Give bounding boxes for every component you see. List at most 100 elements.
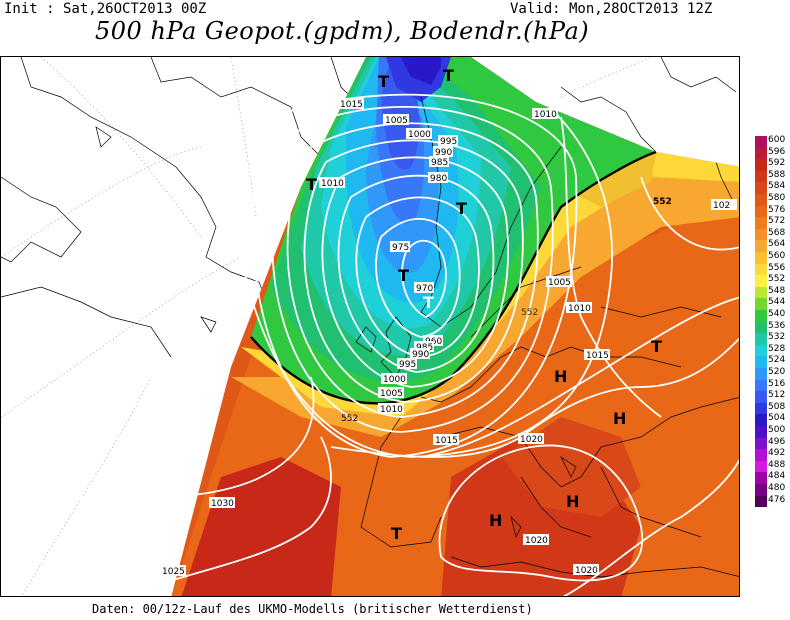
isobar-label: 102 bbox=[711, 199, 737, 211]
legend-level: 544 bbox=[752, 297, 790, 310]
legend-swatch bbox=[755, 286, 767, 299]
legend-swatch bbox=[755, 495, 767, 508]
isobar-label: 1005 bbox=[378, 387, 404, 399]
legend-level: 512 bbox=[752, 390, 790, 403]
legend-level: 576 bbox=[752, 204, 790, 218]
legend-level: 524 bbox=[752, 355, 790, 368]
isobars bbox=[1, 86, 739, 596]
svg-text:1015: 1015 bbox=[586, 351, 609, 361]
low-marker: T bbox=[443, 66, 454, 85]
svg-text:995: 995 bbox=[440, 137, 457, 147]
legend-label: 492 bbox=[768, 448, 786, 459]
legend-swatch bbox=[755, 356, 767, 368]
field-labels: 552 552 552 bbox=[341, 197, 672, 424]
field-label: 552 bbox=[653, 197, 672, 207]
legend-swatch bbox=[755, 426, 767, 438]
legend-swatch bbox=[755, 460, 767, 473]
low-marker: T bbox=[306, 175, 317, 194]
svg-text:990: 990 bbox=[435, 148, 452, 158]
svg-text:1015: 1015 bbox=[340, 100, 363, 110]
legend-label: 484 bbox=[768, 471, 786, 482]
isobar-label: 1030 bbox=[209, 497, 235, 509]
legend-swatch bbox=[755, 344, 767, 357]
legend-level: 484 bbox=[752, 471, 790, 484]
svg-text:1015: 1015 bbox=[435, 436, 458, 446]
isobar-label: 1010 bbox=[532, 108, 558, 120]
legend-level: 476 bbox=[752, 494, 790, 508]
legend-level: 536 bbox=[752, 320, 790, 334]
legend-level: 516 bbox=[752, 378, 790, 392]
legend-level: 540 bbox=[752, 309, 790, 322]
legend-swatch bbox=[755, 182, 767, 194]
legend-swatch bbox=[755, 368, 767, 380]
isobar-labels: 1015 1005 1000 995 990 985 980 1010 975 … bbox=[160, 98, 737, 577]
legend-label: 572 bbox=[768, 216, 786, 227]
legend-level: 584 bbox=[752, 181, 790, 194]
svg-text:1005: 1005 bbox=[385, 116, 408, 126]
legend-swatch bbox=[755, 472, 767, 484]
svg-text:985: 985 bbox=[431, 158, 448, 168]
legend-label: 596 bbox=[768, 146, 786, 157]
legend-label: 476 bbox=[768, 494, 786, 505]
legend-label: 500 bbox=[768, 425, 786, 435]
isobar-label: 985 bbox=[429, 156, 449, 168]
legend-label: 568 bbox=[768, 227, 786, 238]
legend-label: 508 bbox=[768, 401, 786, 412]
svg-text:980: 980 bbox=[430, 174, 447, 184]
isobar-label: 1010 bbox=[378, 403, 404, 415]
legend-label: 520 bbox=[768, 367, 786, 377]
legend-swatch bbox=[755, 414, 767, 426]
legend-swatch bbox=[755, 310, 767, 322]
svg-text:1005: 1005 bbox=[380, 389, 403, 399]
pressure-systems: T T T T T T T T H H H H bbox=[306, 66, 662, 543]
legend-level: 572 bbox=[752, 216, 790, 229]
high-marker: H bbox=[566, 492, 579, 511]
coastline-europe bbox=[355, 96, 739, 578]
isobar-label: 1015 bbox=[338, 98, 364, 110]
low-marker: T bbox=[456, 199, 467, 218]
isobar-label: 1000 bbox=[406, 128, 432, 140]
legend-label: 504 bbox=[768, 413, 786, 424]
isobar-label: 970 bbox=[414, 282, 434, 294]
svg-text:1010: 1010 bbox=[568, 304, 591, 314]
legend-label: 548 bbox=[768, 285, 786, 296]
legend-level: 520 bbox=[752, 367, 790, 380]
legend-label: 516 bbox=[768, 378, 786, 389]
legend-label: 560 bbox=[768, 251, 786, 261]
legend-label: 588 bbox=[768, 169, 786, 180]
isobar-label: 980 bbox=[428, 172, 448, 184]
high-marker: H bbox=[489, 511, 502, 530]
isobar-label: 995 bbox=[438, 135, 458, 147]
legend-swatch bbox=[755, 194, 767, 206]
svg-text:1030: 1030 bbox=[211, 499, 234, 509]
legend-level: 588 bbox=[752, 169, 790, 183]
legend-swatch bbox=[755, 333, 767, 345]
legend-swatch bbox=[755, 449, 767, 461]
legend-swatch bbox=[755, 484, 767, 496]
isobar-label: 1015 bbox=[584, 349, 610, 361]
legend-label: 488 bbox=[768, 459, 786, 470]
legend-label: 512 bbox=[768, 390, 786, 401]
legend-label: 480 bbox=[768, 483, 786, 493]
high-marker: H bbox=[613, 409, 626, 428]
legend-swatch bbox=[755, 159, 767, 171]
legend-swatch bbox=[755, 321, 767, 334]
coastline-outside bbox=[1, 57, 737, 358]
isobar-label: 1010 bbox=[566, 302, 592, 314]
legend-label: 584 bbox=[768, 181, 786, 192]
svg-text:1010: 1010 bbox=[534, 110, 557, 120]
legend-swatch bbox=[755, 275, 767, 287]
isobar-label: 990 bbox=[433, 146, 453, 158]
legend-level: 508 bbox=[752, 401, 790, 415]
contour-552 bbox=[250, 150, 657, 405]
low-marker: T bbox=[398, 266, 409, 285]
isobar-label: 1020 bbox=[518, 433, 544, 445]
legend-label: 524 bbox=[768, 355, 786, 366]
legend-level: 600 bbox=[752, 135, 790, 148]
legend-label: 536 bbox=[768, 320, 786, 331]
legend-label: 528 bbox=[768, 343, 786, 354]
svg-text:1020: 1020 bbox=[575, 566, 598, 576]
legend-swatch bbox=[755, 240, 767, 252]
legend-swatch bbox=[755, 298, 767, 310]
legend-label: 576 bbox=[768, 204, 786, 215]
